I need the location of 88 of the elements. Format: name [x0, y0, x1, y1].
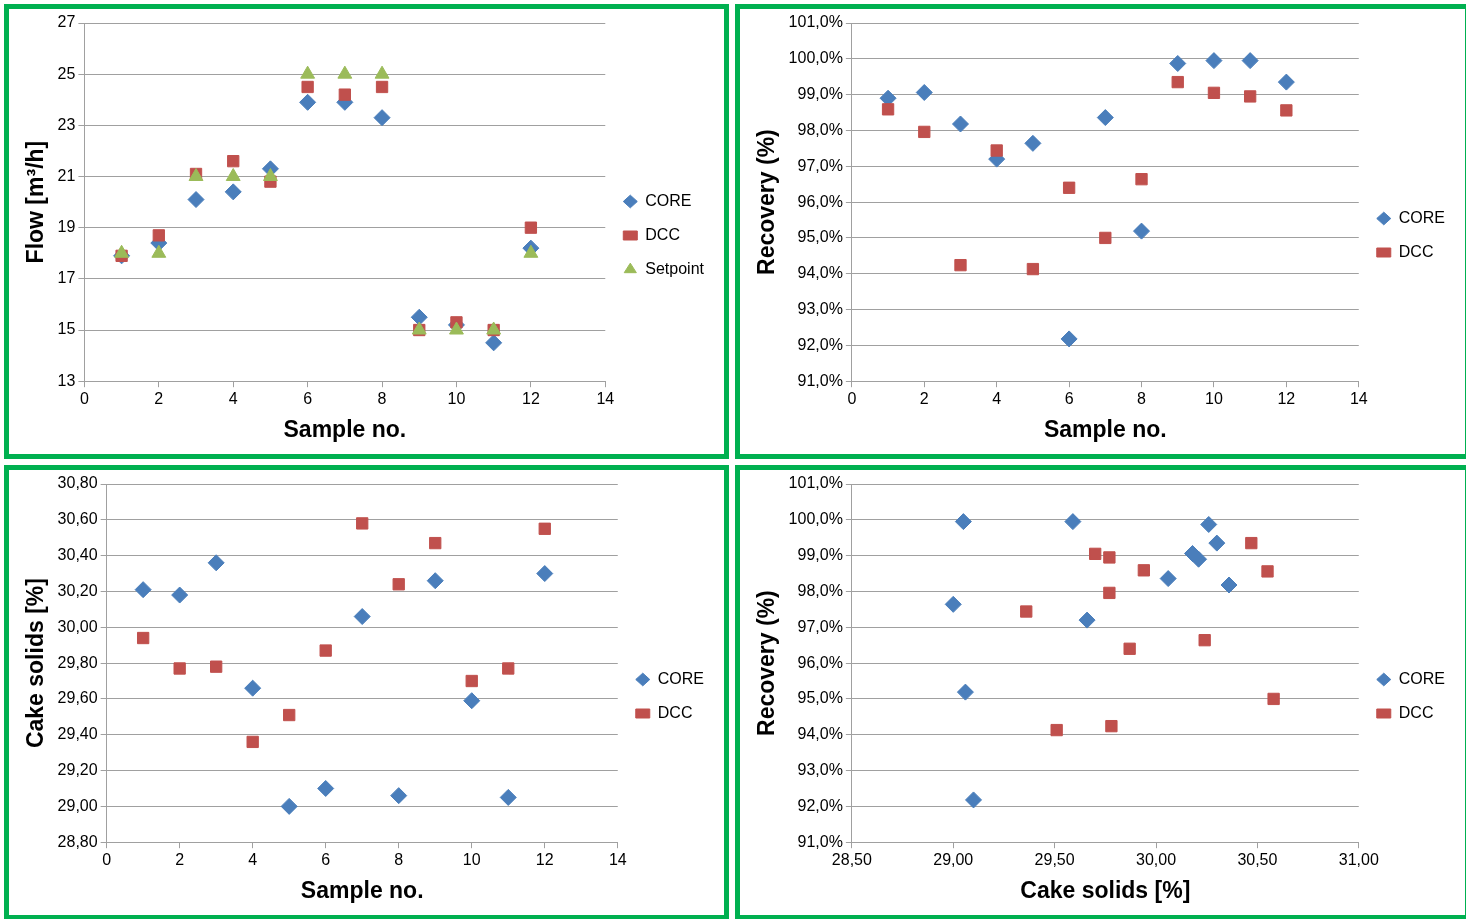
x-tick-label: 6	[303, 390, 313, 408]
legend-label: CORE	[645, 191, 692, 209]
y-axis-title: Cake solids [%]	[22, 578, 49, 749]
y-tick-label: 29,20	[57, 760, 98, 778]
y-tick-label: 93,0%	[797, 299, 843, 317]
y-tick-label: 99,0%	[797, 85, 843, 103]
y-tick-label: 30,00	[57, 617, 98, 635]
y-tick-label: 30,80	[57, 474, 98, 492]
y-axis-title: Flow [m³/h]	[22, 140, 49, 264]
x-tick-label: 6	[1064, 390, 1074, 408]
x-tick-label: 10	[462, 851, 481, 869]
x-axis-title: Sample no.	[300, 876, 424, 903]
y-tick-label: 25	[57, 64, 76, 82]
y-axis-title: Recovery (%)	[753, 129, 780, 275]
x-tick-label: 29,50	[1034, 851, 1075, 869]
legend-label: DCC	[645, 225, 680, 243]
x-tick-label: 12	[1277, 390, 1296, 408]
y-tick-label: 92,0%	[797, 796, 843, 814]
y-tick-label: 95,0%	[797, 689, 843, 707]
x-tick-label: 30,00	[1135, 851, 1177, 869]
legend-label: DCC	[1398, 242, 1434, 260]
y-tick-label: 98,0%	[797, 120, 843, 138]
y-tick-label: 95,0%	[797, 228, 843, 246]
y-tick-label: 96,0%	[797, 653, 843, 671]
y-tick-label: 94,0%	[797, 725, 843, 743]
x-tick-label: 6	[321, 851, 331, 869]
legend-label: DCC	[657, 703, 693, 721]
y-tick-label: 29,00	[57, 796, 98, 814]
y-tick-label: 98,0%	[797, 581, 843, 599]
y-tick-label: 97,0%	[797, 156, 843, 174]
x-tick-label: 0	[102, 851, 112, 869]
x-tick-label: 12	[535, 851, 554, 869]
x-axis-title: Cake solids [%]	[1020, 876, 1191, 903]
y-tick-label: 92,0%	[797, 335, 843, 353]
y-tick-label: 29,80	[57, 653, 98, 671]
y-tick-label: 21	[57, 166, 76, 184]
x-tick-label: 31,00	[1338, 851, 1379, 869]
y-tick-label: 100,0%	[788, 510, 843, 528]
x-tick-label: 8	[1137, 390, 1147, 408]
y-tick-label: 97,0%	[797, 617, 843, 635]
y-tick-label: 29,60	[57, 689, 98, 707]
x-tick-label: 8	[394, 851, 404, 869]
x-tick-label: 14	[608, 851, 627, 869]
y-tick-label: 93,0%	[797, 760, 843, 778]
y-tick-label: 29,40	[57, 725, 98, 743]
x-tick-label: 0	[79, 390, 89, 408]
x-tick-label: 0	[847, 390, 857, 408]
x-tick-label: 10	[447, 390, 466, 408]
y-tick-label: 94,0%	[797, 264, 843, 282]
y-tick-label: 19	[57, 218, 76, 236]
y-tick-label: 30,40	[57, 546, 98, 564]
y-tick-label: 91,0%	[797, 832, 843, 850]
y-tick-label: 27	[57, 13, 76, 31]
x-tick-label: 10	[1205, 390, 1223, 408]
y-tick-label: 100,0%	[788, 49, 843, 67]
y-tick-label: 23	[57, 115, 76, 133]
x-axis-title: Sample no.	[1043, 415, 1167, 442]
x-tick-label: 12	[521, 390, 540, 408]
x-tick-label: 14	[596, 390, 615, 408]
x-tick-label: 4	[248, 851, 258, 869]
y-tick-label: 15	[57, 320, 76, 338]
y-tick-label: 99,0%	[797, 546, 843, 564]
legend-label: DCC	[1398, 703, 1434, 721]
y-tick-label: 13	[57, 371, 76, 389]
y-tick-label: 101,0%	[788, 13, 843, 31]
x-tick-label: 4	[992, 390, 1002, 408]
y-tick-label: 28,80	[57, 832, 98, 850]
x-tick-label: 4	[228, 390, 238, 408]
legend-label: CORE	[657, 669, 705, 687]
legend-label: CORE	[1398, 669, 1446, 687]
y-tick-label: 17	[57, 269, 76, 287]
x-tick-label: 2	[154, 390, 164, 408]
y-axis-title: Recovery (%)	[753, 590, 780, 736]
y-tick-label: 101,0%	[788, 474, 843, 492]
x-tick-label: 29,00	[933, 851, 974, 869]
y-tick-label: 91,0%	[797, 371, 843, 389]
legend-label: CORE	[1398, 208, 1446, 226]
y-tick-label: 96,0%	[797, 192, 843, 210]
x-tick-label: 30,50	[1237, 851, 1278, 869]
x-tick-label: 2	[919, 390, 929, 408]
x-tick-label: 2	[175, 851, 185, 869]
x-tick-label: 8	[377, 390, 387, 408]
x-tick-label: 28,50	[831, 851, 872, 869]
legend-label: Setpoint	[645, 259, 705, 277]
x-axis-title: Sample no.	[283, 415, 407, 442]
y-tick-label: 30,60	[57, 510, 98, 528]
y-tick-label: 30,20	[57, 581, 98, 599]
x-tick-label: 14	[1349, 390, 1368, 408]
